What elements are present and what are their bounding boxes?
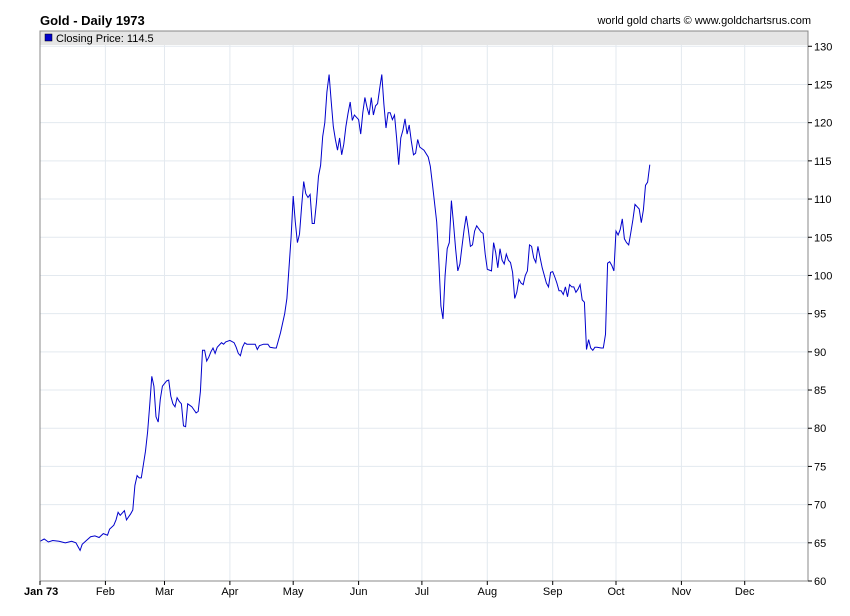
legend-bar <box>40 31 808 45</box>
x-tick-label: Jun <box>350 586 368 598</box>
y-tick-label: 80 <box>814 423 826 435</box>
x-tick-label: Oct <box>607 586 624 598</box>
y-tick-label: 85 <box>814 385 826 397</box>
y-tick-label: 90 <box>814 347 826 359</box>
x-tick-label: Feb <box>96 586 115 598</box>
x-tick-label: Jul <box>415 586 429 598</box>
grid <box>39 31 808 582</box>
chart-credit: world gold charts © www.goldchartsrus.co… <box>597 15 811 27</box>
legend-label: Closing Price: 114.5 <box>56 33 154 45</box>
x-tick-label: Jan 73 <box>24 586 58 598</box>
y-tick-label: 70 <box>814 500 826 512</box>
y-tick-label: 65 <box>814 538 826 550</box>
x-tick-label: Nov <box>672 586 692 598</box>
y-tick-label: 75 <box>814 461 826 473</box>
y-axis: 60 65 70 75 80 85 90 95 100 105 110 115 120 125 130 <box>808 41 832 588</box>
x-tick-label: Mar <box>155 586 174 598</box>
y-tick-label: 60 <box>814 576 826 588</box>
plot-frame <box>39 30 809 582</box>
closing-price-line <box>39 74 651 552</box>
chart-title: Gold - Daily 1973 <box>40 13 145 28</box>
x-tick-label: May <box>283 586 304 598</box>
x-tick-label: Aug <box>478 586 498 598</box>
y-tick-label: 95 <box>814 309 826 321</box>
y-tick-label: 125 <box>814 79 832 91</box>
x-axis: Jan 73 Feb Mar Apr May Jun Jul Aug Sep Oct Nov Dec <box>24 581 755 598</box>
x-tick-label: Sep <box>543 586 563 598</box>
y-tick-label: 105 <box>814 232 832 244</box>
legend-swatch <box>44 33 53 42</box>
y-tick-label: 130 <box>814 41 832 53</box>
y-tick-label: 100 <box>814 270 832 282</box>
x-tick-label: Apr <box>221 586 238 598</box>
x-tick-label: Dec <box>735 586 755 598</box>
y-tick-label: 110 <box>814 194 832 206</box>
y-tick-label: 115 <box>814 156 832 168</box>
y-tick-label: 120 <box>814 118 832 130</box>
